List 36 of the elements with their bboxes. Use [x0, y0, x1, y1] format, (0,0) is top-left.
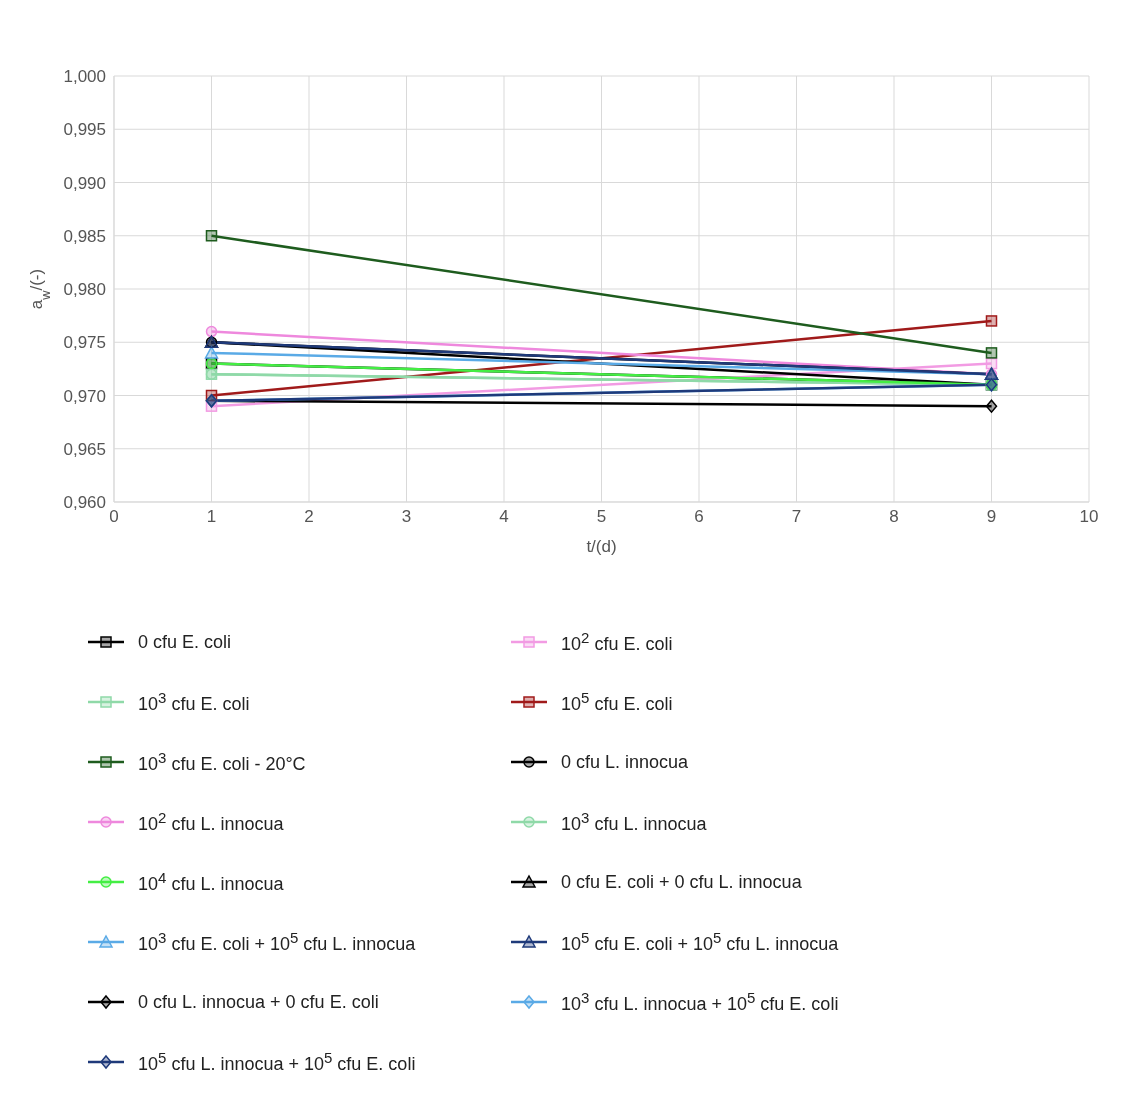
y-tick-label: 0,965 — [63, 439, 106, 459]
x-tick-label: 5 — [596, 507, 607, 527]
x-axis-title: t/(d) — [586, 537, 617, 556]
y-tick-label: 0,995 — [63, 120, 106, 140]
legend-label: 10$^{5}$ cfu E. coli — [561, 689, 673, 715]
legend-label: 10$^{5}$ cfu E. coli + 10$^{5}$ cfu L. innocua — [561, 929, 839, 955]
x-tick-label: 0 — [109, 507, 119, 527]
legend-label: 10$^{3}$ cfu L. innocua — [561, 809, 707, 835]
legend-label: 0 cfu L. innocua — [561, 751, 689, 773]
legend-label: 10$^{2}$ cfu E. coli — [561, 629, 673, 655]
legend-label: 10$^{5}$ cfu L. innocua + 10$^{5}$ cfu E. coli — [138, 1049, 416, 1075]
y-tick-label: 0,980 — [63, 280, 106, 300]
y-tick-label: 0,960 — [63, 493, 106, 513]
y-tick-label: 0,975 — [63, 333, 106, 353]
legend-label: 10$^{3}$ cfu E. coli - 20°C — [138, 749, 306, 775]
x-tick-label: 4 — [499, 507, 509, 527]
legend-label: 10$^{2}$ cfu L. innocua — [138, 809, 284, 835]
x-tick-label: 6 — [694, 507, 704, 527]
x-tick-label: 3 — [401, 507, 412, 527]
legend-label: 0 cfu E. coli — [138, 631, 232, 653]
y-tick-label: 0,970 — [63, 386, 106, 406]
y-tick-label: 0,990 — [63, 173, 106, 193]
legend-label: 10$^{3}$ cfu L. innocua + 10$^{5}$ cfu E. coli — [561, 989, 839, 1015]
y-tick-label: 0,985 — [63, 226, 106, 246]
legend-label: 10$^{4}$ cfu L. innocua — [138, 869, 284, 895]
legend-label: 10$^{3}$ cfu E. coli — [138, 689, 250, 715]
legend-label: 0 cfu E. coli + 0 cfu L. innocua — [561, 871, 802, 893]
x-tick-label: 2 — [304, 507, 314, 527]
x-tick-label: 10 — [1079, 507, 1099, 527]
x-tick-label: 9 — [986, 507, 997, 527]
legend-label: 10$^{3}$ cfu E. coli + 10$^{5}$ cfu L. innocua — [138, 929, 416, 955]
y-tick-label: 1,000 — [63, 67, 106, 87]
x-tick-label: 7 — [791, 507, 802, 527]
x-tick-label: 8 — [889, 507, 899, 527]
x-tick-label: 1 — [206, 507, 217, 527]
legend-label: 0 cfu L. innocua + 0 cfu E. coli — [138, 991, 379, 1013]
